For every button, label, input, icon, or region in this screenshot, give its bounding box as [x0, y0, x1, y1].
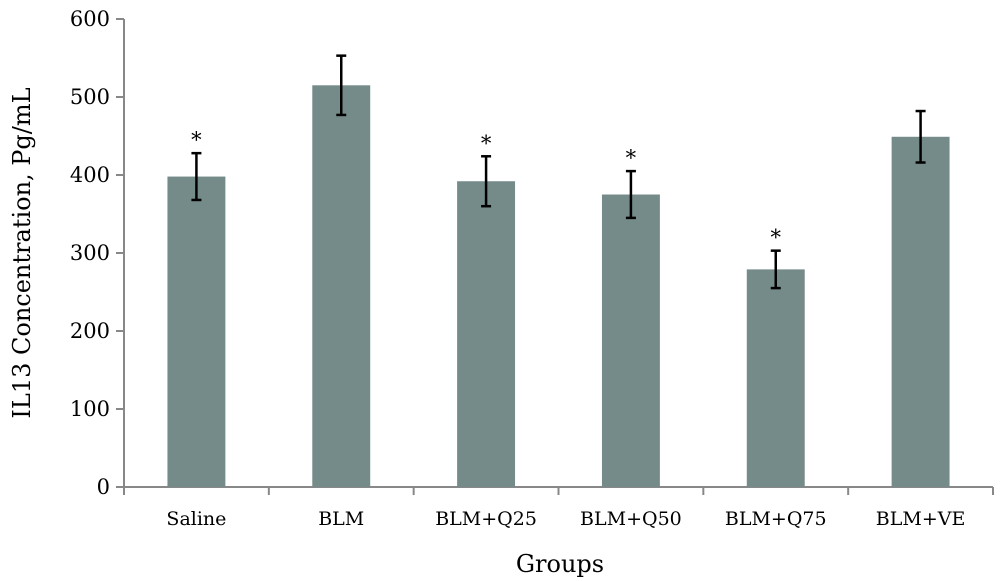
bar-blm: [312, 85, 371, 488]
error-bar: [191, 151, 202, 202]
y-tick-label: 600: [70, 7, 110, 31]
y-tick-label: 100: [70, 397, 110, 421]
y-tick-label: 400: [70, 163, 110, 187]
error-bars: [191, 54, 926, 290]
error-bar: [481, 155, 492, 208]
significance-star: *: [771, 226, 782, 250]
x-ticks: [123, 487, 994, 495]
error-bar: [915, 109, 926, 164]
significance-star: *: [626, 146, 637, 170]
y-tick-label: 300: [70, 241, 110, 265]
x-category-label: BLM: [318, 508, 364, 530]
x-category-label: BLM+Q75: [725, 508, 827, 530]
y-tick-label: 0: [97, 475, 110, 499]
bar-blm-q75: [746, 269, 805, 487]
significance-markers: * * * *: [191, 128, 781, 250]
significance-star: *: [191, 128, 202, 152]
bar-blm-ve: [891, 136, 950, 487]
y-tick-label: 200: [70, 319, 110, 343]
bar-blm-q50: [601, 194, 660, 487]
y-axis-title: IL13 Concentration, Pg/mL: [8, 87, 36, 418]
axes: [123, 19, 993, 488]
error-bar: [336, 54, 347, 117]
significance-star: *: [481, 131, 492, 155]
x-category-label: BLM+VE: [876, 508, 966, 530]
bar-saline: [167, 176, 226, 487]
y-ticks: 0 100 200 300 400 500 600: [70, 7, 124, 499]
x-category-label: Saline: [166, 508, 226, 530]
error-bar: [625, 169, 636, 220]
y-tick-label: 500: [70, 85, 110, 109]
bar-blm-q25: [457, 181, 516, 488]
x-category-label: BLM+Q25: [435, 508, 537, 530]
error-bar: [770, 249, 781, 290]
x-axis-title: Groups: [516, 550, 604, 578]
category-labels: Saline BLM BLM+Q25 BLM+Q50 BLM+Q75 BLM+VE: [166, 508, 965, 530]
bars: [167, 85, 950, 488]
x-category-label: BLM+Q50: [580, 508, 682, 530]
